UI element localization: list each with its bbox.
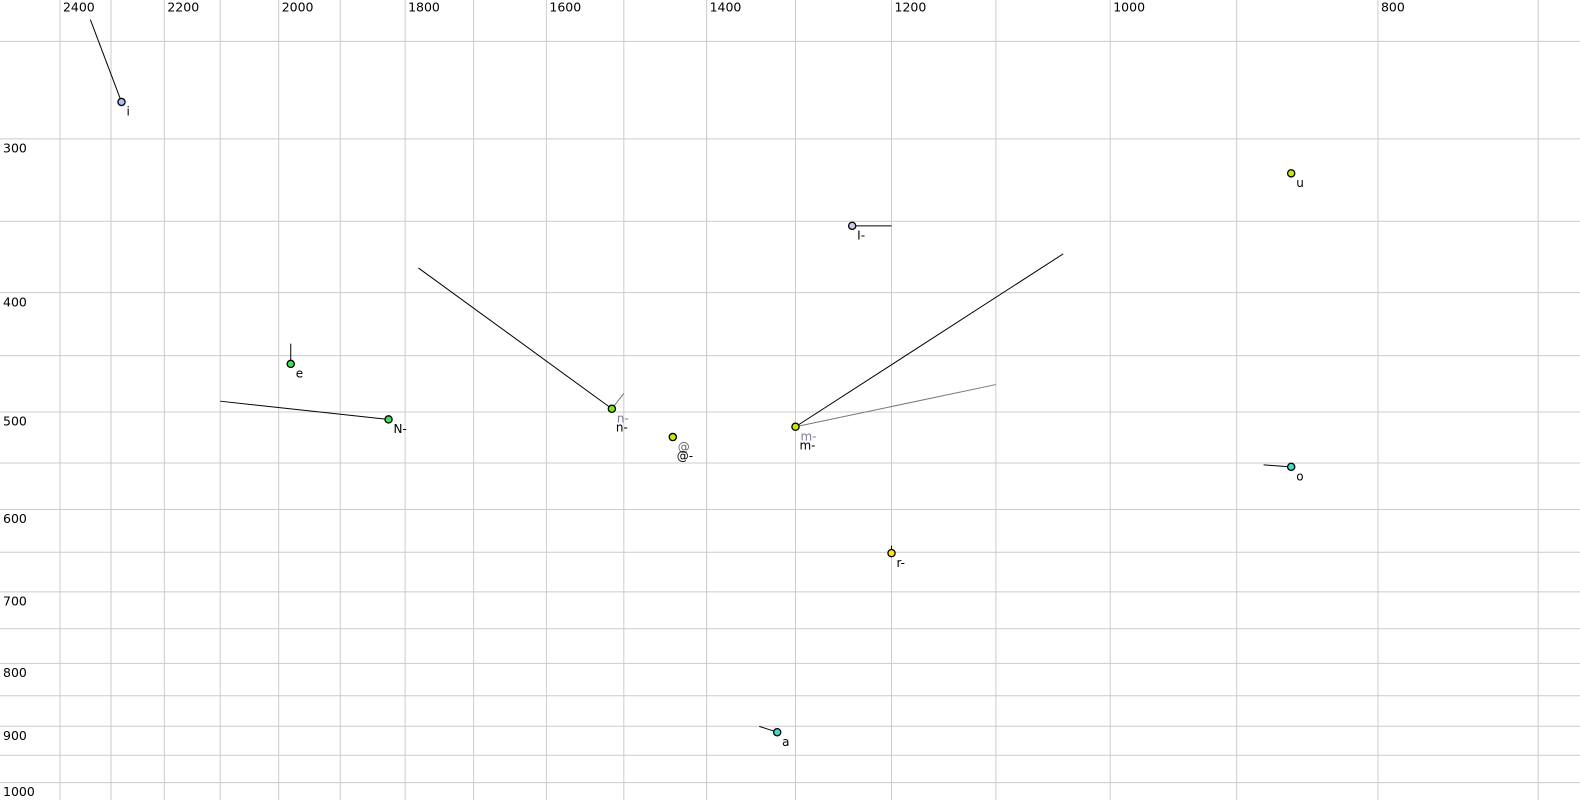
y-tick-600: 600 <box>3 511 27 526</box>
point-label-p4-n-0: N- <box>394 422 407 436</box>
y-tick-400: 400 <box>3 294 27 309</box>
x-tick-2200: 2200 <box>167 0 199 15</box>
y-tick-800: 800 <box>3 665 27 680</box>
point-p2-i[interactable] <box>847 221 857 231</box>
point-p4-n[interactable] <box>384 415 393 424</box>
point-label-p3-e-0: e <box>296 367 303 381</box>
point-p10-a[interactable] <box>772 727 782 737</box>
x-tick-2400: 2400 <box>63 0 95 15</box>
x-tick-2000: 2000 <box>282 0 314 15</box>
point-label-p5-n-0: n- <box>617 412 629 426</box>
point-p8-o[interactable] <box>1286 462 1296 472</box>
point-p3-e[interactable] <box>286 359 295 369</box>
point-p6-at[interactable] <box>668 432 678 442</box>
x-tick-1800: 1800 <box>408 0 440 15</box>
y-tick-300: 300 <box>3 140 27 155</box>
point-label-p1-u-0: u <box>1296 176 1304 190</box>
y-tick-700: 700 <box>3 594 27 609</box>
point-p7-m[interactable] <box>791 422 800 432</box>
x-tick-1400: 1400 <box>710 0 742 15</box>
point-label-p0-i-0: i <box>126 105 129 119</box>
point-p5-n[interactable] <box>607 404 617 414</box>
point-label-p10-a-0: a <box>782 735 789 749</box>
x-tick-800: 800 <box>1381 0 1405 15</box>
x-tick-1200: 1200 <box>895 0 927 15</box>
point-label-p2-i-0: I- <box>857 229 865 243</box>
point-p1-u[interactable] <box>1286 169 1296 178</box>
x-tick-1600: 1600 <box>549 0 581 15</box>
trajectory-p0-i-0 <box>89 19 122 103</box>
point-label-p7-m-1: m- <box>799 439 815 453</box>
point-label-p9-r-0: r- <box>897 556 906 570</box>
point-label-p6-at-0: @ <box>678 440 690 454</box>
trajectory-p7-m-1 <box>795 384 997 428</box>
point-p0-i[interactable] <box>117 97 126 107</box>
x-tick-1000: 1000 <box>1113 0 1145 15</box>
trajectory-p8-o-0 <box>1263 464 1292 468</box>
y-tick-1000: 1000 <box>3 784 35 799</box>
y-tick-900: 900 <box>3 728 27 743</box>
trajectory-p5-n-0 <box>418 267 613 410</box>
point-label-p5-n-1: n- <box>616 421 628 435</box>
trajectory-p4-n-0 <box>220 400 389 420</box>
point-p9-r[interactable] <box>887 548 896 558</box>
point-label-p8-o-0: o <box>1296 470 1303 484</box>
point-label-p6-at-1: @- <box>677 449 693 463</box>
y-tick-500: 500 <box>3 414 27 429</box>
trajectory-p7-m-0 <box>795 253 1064 428</box>
point-label-p7-m-0: m- <box>800 430 816 444</box>
